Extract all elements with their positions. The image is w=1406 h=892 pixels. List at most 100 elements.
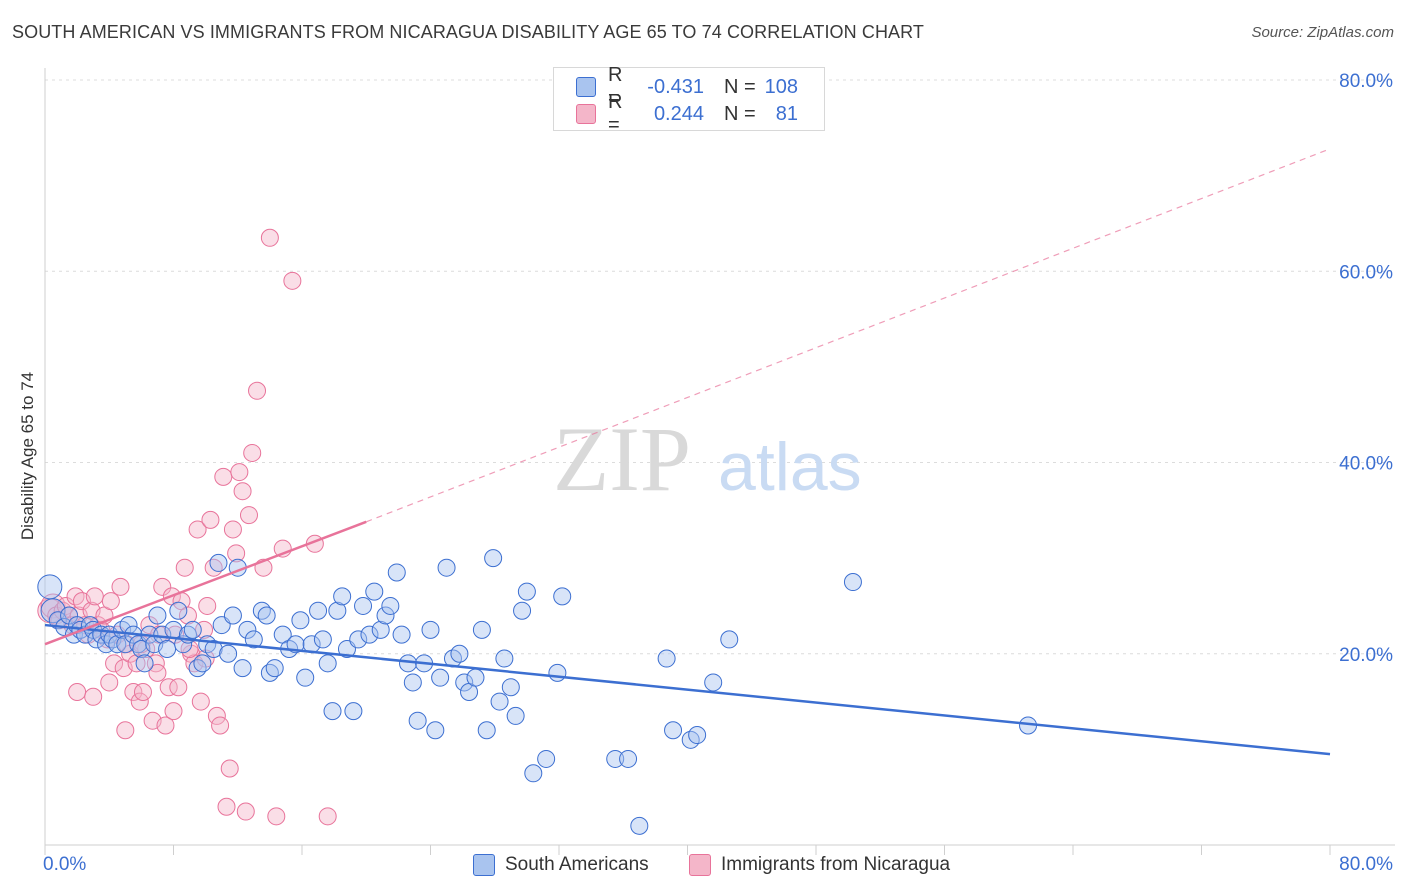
legend-r-label: R =: [608, 91, 623, 136]
legend-item-nicaragua[interactable]: Immigrants from Nicaragua: [689, 852, 950, 878]
point-nicaragua: [175, 558, 194, 577]
point-nicaragua: [201, 510, 220, 529]
point-south-american: [495, 649, 514, 668]
point-nicaragua: [188, 520, 207, 539]
point-south-american: [318, 654, 337, 673]
point-south-american: [291, 611, 310, 630]
point-south-american: [426, 721, 445, 740]
point-south-american: [265, 659, 284, 678]
point-south-american: [704, 673, 723, 692]
point-nicaragua: [116, 721, 135, 740]
point-nicaragua: [283, 271, 302, 290]
y-tick-label: 40.0%: [1339, 454, 1393, 475]
point-south-american: [309, 601, 328, 620]
x-tick-label: 80.0%: [1339, 854, 1393, 875]
point-south-american: [657, 649, 676, 668]
point-south-american: [360, 625, 379, 644]
point-nicaragua: [84, 687, 103, 706]
point-south-american: [354, 596, 373, 615]
point-nicaragua: [260, 228, 279, 247]
point-nicaragua: [124, 683, 143, 701]
point-south-american: [286, 635, 305, 654]
point-south-american: [606, 749, 625, 768]
legend-n-label: N =: [724, 75, 756, 98]
point-nicaragua: [100, 673, 119, 692]
legend-label-south-americans: South Americans: [505, 854, 649, 875]
chart-title: SOUTH AMERICAN VS IMMIGRANTS FROM NICARA…: [12, 22, 925, 42]
y-tick-label: 60.0%: [1339, 262, 1393, 283]
point-south-american: [630, 816, 649, 835]
point-nicaragua: [214, 467, 233, 486]
point-south-american: [472, 620, 491, 639]
point-south-american: [517, 582, 536, 601]
point-nicaragua: [223, 520, 242, 539]
point-south-american: [260, 663, 279, 682]
point-south-american: [477, 721, 496, 740]
point-nicaragua: [248, 381, 267, 400]
legend-row-nicaragua: R = 0.244 N = 81: [576, 91, 798, 136]
axes: [44, 68, 1395, 855]
y-tick-label: 80.0%: [1339, 71, 1393, 92]
point-south-american: [323, 702, 342, 721]
point-south-american: [392, 625, 411, 644]
point-south-american: [843, 573, 862, 592]
point-south-american: [455, 673, 474, 692]
legend-item-south-americans[interactable]: South Americans: [473, 852, 649, 878]
point-south-american: [169, 601, 188, 620]
point-south-american: [524, 764, 543, 783]
point-nicaragua: [153, 577, 172, 596]
point-south-american: [403, 673, 422, 692]
point-nicaragua: [159, 678, 178, 697]
point-south-american: [537, 749, 556, 768]
legend-row-south-americans: R = -0.431 N = 108: [576, 64, 798, 109]
point-south-american: [720, 630, 739, 649]
trend-line-nicaragua-extension: [366, 148, 1331, 523]
point-nicaragua: [178, 606, 197, 625]
point-south-american: [296, 668, 315, 687]
point-south-american: [153, 625, 172, 644]
point-nicaragua: [204, 558, 223, 577]
legend-swatch-pink: [689, 854, 711, 876]
point-south-american: [466, 668, 485, 687]
point-nicaragua: [105, 654, 124, 673]
point-nicaragua: [130, 692, 149, 711]
point-south-american: [209, 553, 228, 572]
point-nicaragua: [156, 716, 175, 735]
point-south-american: [193, 654, 212, 673]
series-south-americans-points: [37, 549, 1038, 835]
point-south-american: [619, 749, 638, 768]
point-nicaragua: [169, 678, 188, 697]
point-south-american: [437, 558, 456, 577]
watermark-atlas: atlas: [718, 429, 862, 505]
point-south-american: [328, 601, 347, 620]
point-nicaragua: [111, 577, 130, 596]
point-south-american: [188, 659, 207, 678]
point-nicaragua: [220, 759, 239, 778]
point-south-american: [431, 668, 450, 687]
legend-n-value: 108: [764, 75, 798, 98]
point-nicaragua: [233, 482, 252, 501]
point-nicaragua: [68, 683, 87, 701]
legend-swatch-pink: [576, 104, 596, 124]
point-nicaragua: [191, 692, 210, 711]
point-south-american: [148, 606, 167, 625]
y-tick-label: 20.0%: [1339, 645, 1393, 666]
point-nicaragua: [198, 596, 217, 615]
point-south-american: [333, 587, 352, 606]
point-south-american: [233, 659, 252, 678]
point-south-american: [252, 601, 271, 620]
point-south-american: [244, 630, 263, 649]
point-south-american: [376, 606, 395, 625]
legend-label-nicaragua: Immigrants from Nicaragua: [721, 854, 951, 875]
point-south-american: [135, 654, 154, 673]
point-south-american: [408, 711, 427, 730]
correlation-legend: R = -0.431 N = 108 R = 0.244 N = 81: [553, 64, 825, 136]
point-nicaragua: [211, 716, 230, 735]
point-south-american: [313, 630, 332, 649]
point-south-american: [548, 663, 567, 682]
point-south-american: [450, 644, 469, 663]
legend-r-value: 0.244: [653, 102, 704, 125]
watermark-zip: ZIP: [553, 408, 691, 510]
trend-lines: [44, 148, 1331, 756]
source-label: Source: ZipAtlas.com: [1251, 24, 1394, 41]
